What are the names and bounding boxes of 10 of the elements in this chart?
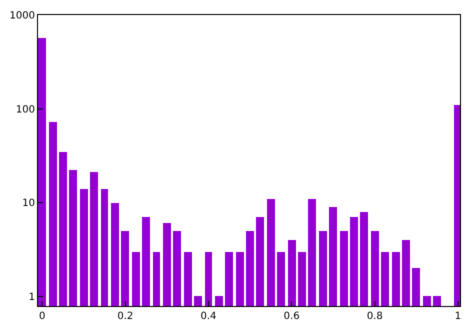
x-tick-label: 0.6 xyxy=(284,311,300,322)
x-tick-label: 1 xyxy=(454,311,462,322)
y-tick-label: 10 xyxy=(22,198,35,210)
y-tick-label: 100 xyxy=(16,104,35,116)
x-tick-label: 0.2 xyxy=(117,311,134,322)
y-tick-label: 1 xyxy=(28,292,35,303)
x-tick-label: 0.8 xyxy=(366,311,383,322)
x-tick-label: 0.4 xyxy=(200,311,216,322)
y-tick-label: 1000 xyxy=(10,10,35,22)
x-tick-label: 0 xyxy=(38,311,46,322)
